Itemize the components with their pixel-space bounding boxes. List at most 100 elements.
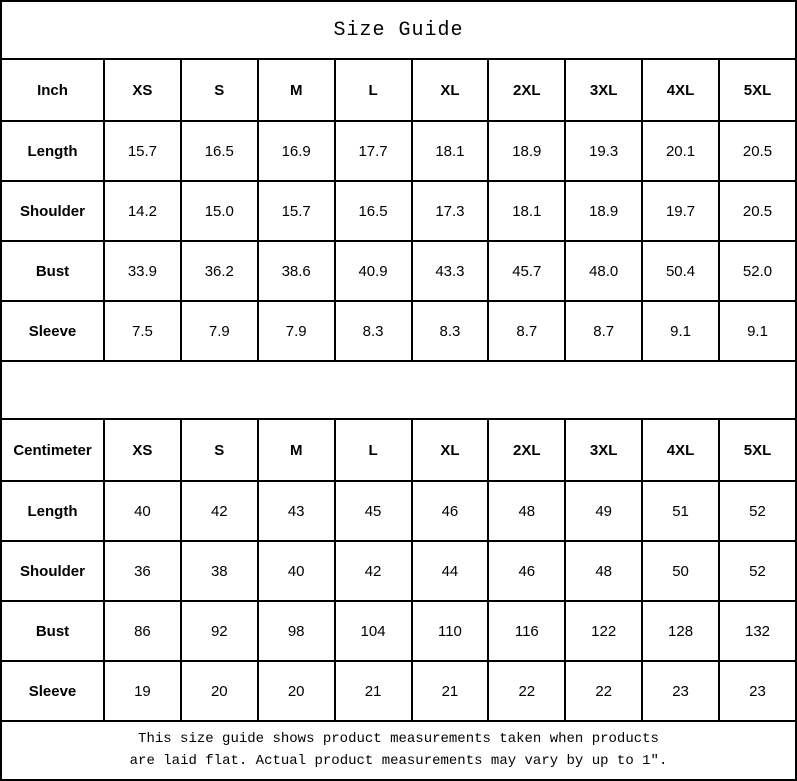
measurement-cell: 20.5 <box>718 120 797 182</box>
spacer-row <box>0 360 797 420</box>
measurement-cell: 45 <box>333 480 413 542</box>
measurement-cell: 8.7 <box>564 300 644 362</box>
size-column-header: 3XL <box>564 58 644 122</box>
row-label: Shoulder <box>0 180 105 242</box>
measurement-cell: 132 <box>718 600 797 662</box>
measurement-cell: 44 <box>410 540 490 602</box>
measurement-cell: 8.3 <box>410 300 490 362</box>
inch-shoulder-row: Shoulder 14.2 15.0 15.7 16.5 17.3 18.1 1… <box>0 180 797 242</box>
footer-note-line2: are laid flat. Actual product measuremen… <box>129 752 668 769</box>
inch-header-row: Inch XS S M L XL 2XL 3XL 4XL 5XL <box>0 58 797 122</box>
measurement-cell: 18.1 <box>410 120 490 182</box>
measurement-cell: 21 <box>410 660 490 722</box>
measurement-cell: 8.7 <box>487 300 567 362</box>
measurement-cell: 86 <box>103 600 182 662</box>
measurement-cell: 21 <box>333 660 413 722</box>
measurement-cell: 23 <box>718 660 797 722</box>
cm-shoulder-row: Shoulder 36 38 40 42 44 46 48 50 52 <box>0 540 797 602</box>
measurement-cell: 8.3 <box>333 300 413 362</box>
size-column-header: S <box>179 58 259 122</box>
measurement-cell: 9.1 <box>718 300 797 362</box>
measurement-cell: 50 <box>641 540 720 602</box>
cm-bust-row: Bust 86 92 98 104 110 116 122 128 132 <box>0 600 797 662</box>
spacer-cell <box>0 360 797 420</box>
size-column-header: 2XL <box>487 58 567 122</box>
measurement-cell: 36 <box>103 540 182 602</box>
row-label: Sleeve <box>0 300 105 362</box>
measurement-cell: 20.1 <box>641 120 720 182</box>
size-column-header: XS <box>103 418 182 482</box>
measurement-cell: 18.9 <box>487 120 567 182</box>
size-column-header: 4XL <box>641 58 720 122</box>
measurement-cell: 33.9 <box>103 240 182 302</box>
cm-unit-header: Centimeter <box>0 418 105 482</box>
measurement-cell: 22 <box>564 660 644 722</box>
size-column-header: XS <box>103 58 182 122</box>
size-column-header: 5XL <box>718 58 797 122</box>
row-label: Shoulder <box>0 540 105 602</box>
measurement-cell: 50.4 <box>641 240 720 302</box>
measurement-cell: 40.9 <box>333 240 413 302</box>
measurement-cell: 128 <box>641 600 720 662</box>
size-column-header: M <box>256 58 336 122</box>
measurement-cell: 22 <box>487 660 567 722</box>
measurement-cell: 98 <box>256 600 336 662</box>
cm-header-row: Centimeter XS S M L XL 2XL 3XL 4XL 5XL <box>0 418 797 482</box>
size-column-header: XL <box>410 58 490 122</box>
measurement-cell: 23 <box>641 660 720 722</box>
measurement-cell: 15.7 <box>256 180 336 242</box>
inch-length-row: Length 15.7 16.5 16.9 17.7 18.1 18.9 19.… <box>0 120 797 182</box>
size-column-header: L <box>333 58 413 122</box>
measurement-cell: 7.5 <box>103 300 182 362</box>
title-row: Size Guide <box>0 0 797 60</box>
size-column-header: 3XL <box>564 418 644 482</box>
measurement-cell: 38.6 <box>256 240 336 302</box>
cm-sleeve-row: Sleeve 19 20 20 21 21 22 22 23 23 <box>0 660 797 722</box>
measurement-cell: 48 <box>487 480 567 542</box>
size-column-header: L <box>333 418 413 482</box>
inch-sleeve-row: Sleeve 7.5 7.9 7.9 8.3 8.3 8.7 8.7 9.1 9… <box>0 300 797 362</box>
measurement-cell: 122 <box>564 600 644 662</box>
measurement-cell: 20 <box>256 660 336 722</box>
measurement-cell: 110 <box>410 600 490 662</box>
measurement-cell: 20.5 <box>718 180 797 242</box>
measurement-cell: 116 <box>487 600 567 662</box>
measurement-cell: 40 <box>256 540 336 602</box>
measurement-cell: 49 <box>564 480 644 542</box>
inch-bust-row: Bust 33.9 36.2 38.6 40.9 43.3 45.7 48.0 … <box>0 240 797 302</box>
measurement-cell: 19 <box>103 660 182 722</box>
measurement-cell: 7.9 <box>256 300 336 362</box>
measurement-cell: 92 <box>179 600 259 662</box>
size-column-header: 5XL <box>718 418 797 482</box>
row-label: Bust <box>0 240 105 302</box>
footer-note-line1: This size guide shows product measuremen… <box>138 730 659 747</box>
measurement-cell: 46 <box>410 480 490 542</box>
measurement-cell: 16.9 <box>256 120 336 182</box>
footer-note: This size guide shows product measuremen… <box>0 720 797 781</box>
size-column-header: XL <box>410 418 490 482</box>
measurement-cell: 16.5 <box>179 120 259 182</box>
measurement-cell: 104 <box>333 600 413 662</box>
measurement-cell: 40 <box>103 480 182 542</box>
inch-unit-header: Inch <box>0 58 105 122</box>
measurement-cell: 15.7 <box>103 120 182 182</box>
measurement-cell: 20 <box>179 660 259 722</box>
measurement-cell: 9.1 <box>641 300 720 362</box>
measurement-cell: 19.3 <box>564 120 644 182</box>
measurement-cell: 36.2 <box>179 240 259 302</box>
measurement-cell: 43 <box>256 480 336 542</box>
page-title: Size Guide <box>0 0 797 60</box>
footer-row: This size guide shows product measuremen… <box>0 720 797 781</box>
measurement-cell: 52 <box>718 480 797 542</box>
measurement-cell: 43.3 <box>410 240 490 302</box>
measurement-cell: 15.0 <box>179 180 259 242</box>
measurement-cell: 42 <box>179 480 259 542</box>
measurement-cell: 17.7 <box>333 120 413 182</box>
measurement-cell: 16.5 <box>333 180 413 242</box>
measurement-cell: 38 <box>179 540 259 602</box>
size-column-header: 2XL <box>487 418 567 482</box>
size-column-header: 4XL <box>641 418 720 482</box>
row-label: Length <box>0 480 105 542</box>
measurement-cell: 52.0 <box>718 240 797 302</box>
measurement-cell: 48 <box>564 540 644 602</box>
